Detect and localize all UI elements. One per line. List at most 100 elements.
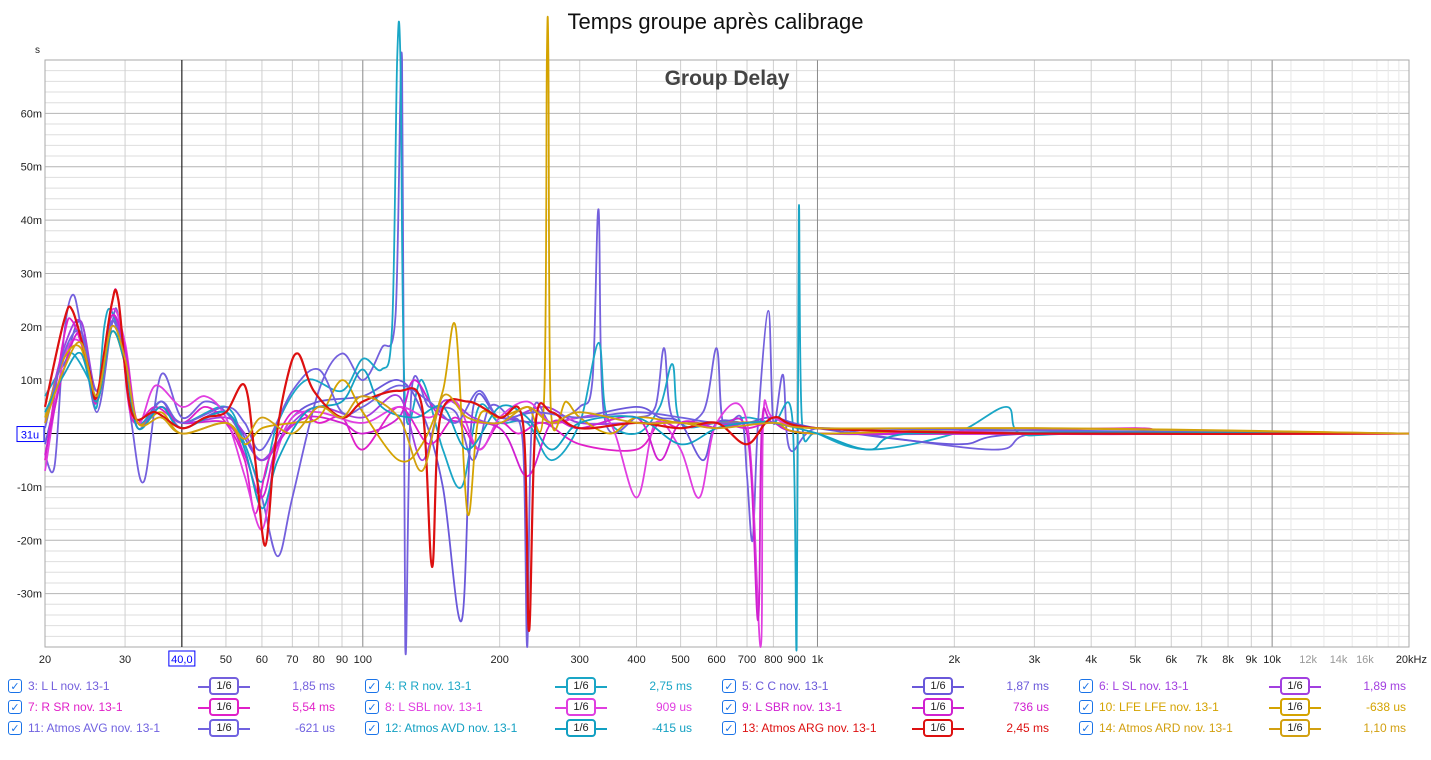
- legend-label: 12: Atmos AVD nov. 13-1: [385, 721, 518, 735]
- x-tick-label: 300: [571, 654, 589, 666]
- smoothing-label: 1/6: [923, 677, 953, 695]
- x-tick-label: 10k: [1263, 654, 1281, 666]
- legend-checkbox[interactable]: ✓: [1079, 721, 1093, 735]
- legend-label: 3: L L nov. 13-1: [28, 679, 110, 693]
- legend-label: 5: C C nov. 13-1: [742, 679, 829, 693]
- x-tick-label: 50: [220, 654, 232, 666]
- legend-checkbox[interactable]: ✓: [365, 679, 379, 693]
- smoothing-button[interactable]: 1/6: [1269, 698, 1321, 716]
- x-tick-label: 12k: [1299, 654, 1317, 666]
- x-tick-label: 1k: [812, 654, 824, 666]
- x-tick-label: 80: [313, 654, 325, 666]
- legend-checkbox[interactable]: ✓: [722, 679, 736, 693]
- legend-checkbox[interactable]: ✓: [365, 721, 379, 735]
- x-tick-label: 700: [738, 654, 756, 666]
- smoothing-button[interactable]: 1/6: [198, 698, 250, 716]
- series-line-1: [44, 51, 1409, 656]
- legend-item: ✓ 13: Atmos ARG nov. 13-1 1/6 2,45 ms: [722, 718, 1062, 738]
- cursor-y-label: 31u: [21, 430, 39, 442]
- x-tick-label: 6k: [1165, 654, 1177, 666]
- y-tick-label: -30m: [17, 589, 42, 601]
- smoothing-label: 1/6: [566, 719, 596, 737]
- legend-item: ✓ 9: L SBR nov. 13-1 1/6 736 us: [722, 697, 1062, 717]
- legend-value: 1,10 ms: [1363, 721, 1406, 735]
- cursor-y-badge: [16, 426, 45, 443]
- smoothing-button[interactable]: 1/6: [912, 677, 964, 695]
- y-tick-label: 10m: [21, 375, 42, 387]
- y-tick-label: 40m: [21, 215, 42, 227]
- x-tick-label: 2k: [949, 654, 961, 666]
- series-line-12: [44, 324, 1410, 472]
- legend-label: 11: Atmos AVG nov. 13-1: [28, 721, 161, 735]
- smoothing-label: 1/6: [209, 677, 239, 695]
- x-tick-label: 90: [336, 654, 348, 666]
- legend-item: ✓ 8: L SBL nov. 13-1 1/6 909 us: [365, 697, 705, 717]
- legend-item: ✓ 11: Atmos AVG nov. 13-1 1/6 -621 us: [8, 718, 348, 738]
- x-tick-label: 4k: [1085, 654, 1097, 666]
- legend-checkbox[interactable]: ✓: [722, 721, 736, 735]
- chart-title: Temps groupe après calibrage: [567, 9, 864, 34]
- legend-label: 9: L SBR nov. 13-1: [742, 700, 843, 714]
- legend-checkbox[interactable]: ✓: [1079, 679, 1093, 693]
- legend-value: 1,89 ms: [1363, 679, 1406, 693]
- y-tick-label: -10m: [17, 482, 42, 494]
- x-tick-label: 20: [39, 654, 51, 666]
- smoothing-label: 1/6: [566, 698, 596, 716]
- legend-item: ✓ 4: R R nov. 13-1 1/6 2,75 ms: [365, 676, 705, 696]
- legend-value: -621 us: [294, 721, 335, 735]
- legend-item: ✓ 12: Atmos AVD nov. 13-1 1/6 -415 us: [365, 718, 705, 738]
- legend-item: ✓ 14: Atmos ARD nov. 13-1 1/6 1,10 ms: [1079, 718, 1419, 738]
- legend-checkbox[interactable]: ✓: [722, 700, 736, 714]
- legend-checkbox[interactable]: ✓: [8, 679, 22, 693]
- legend-label: 6: L SL nov. 13-1: [1099, 679, 1189, 693]
- legend-checkbox[interactable]: ✓: [1079, 700, 1093, 714]
- x-tick-label: 3k: [1029, 654, 1041, 666]
- y-tick-label: -20m: [17, 535, 42, 547]
- legend-value: 2,75 ms: [649, 679, 692, 693]
- x-tick-label: 800: [764, 654, 782, 666]
- smoothing-button[interactable]: 1/6: [555, 698, 607, 716]
- smoothing-button[interactable]: 1/6: [912, 698, 964, 716]
- legend-value: 1,85 ms: [292, 679, 335, 693]
- legend-label: 7: R SR nov. 13-1: [28, 700, 123, 714]
- series-line-4: [44, 314, 1409, 462]
- x-tick-label: 60: [256, 654, 268, 666]
- smoothing-button[interactable]: 1/6: [912, 719, 964, 737]
- legend-label: 8: L SBL nov. 13-1: [385, 700, 483, 714]
- legend-checkbox[interactable]: ✓: [8, 700, 22, 714]
- smoothing-label: 1/6: [1280, 677, 1310, 695]
- smoothing-button[interactable]: 1/6: [555, 719, 607, 737]
- y-tick-label: 50m: [21, 162, 42, 174]
- smoothing-label: 1/6: [566, 677, 596, 695]
- smoothing-button[interactable]: 1/6: [1269, 677, 1321, 695]
- x-tick-label: 400: [627, 654, 645, 666]
- x-tick-label: 20kHz: [1396, 654, 1427, 666]
- legend-checkbox[interactable]: ✓: [8, 721, 22, 735]
- smoothing-button[interactable]: 1/6: [555, 677, 607, 695]
- smoothing-label: 1/6: [923, 698, 953, 716]
- x-tick-label: 600: [707, 654, 725, 666]
- x-tick-label: 7k: [1196, 654, 1208, 666]
- x-tick-label: 200: [490, 654, 508, 666]
- legend-value: -415 us: [651, 721, 692, 735]
- legend-label: 4: R R nov. 13-1: [385, 679, 472, 693]
- legend-label: 10: LFE LFE nov. 13-1: [1099, 700, 1219, 714]
- legend-value: 736 us: [1012, 700, 1049, 714]
- legend-item: ✓ 7: R SR nov. 13-1 1/6 5,54 ms: [8, 697, 348, 717]
- smoothing-button[interactable]: 1/6: [198, 719, 250, 737]
- x-tick-label: 9k: [1246, 654, 1258, 666]
- legend-item: ✓ 10: LFE LFE nov. 13-1 1/6 -638 us: [1079, 697, 1419, 717]
- plot-frame: [44, 59, 1410, 648]
- series-line-11: [43, 288, 1410, 633]
- legend-checkbox[interactable]: ✓: [365, 700, 379, 714]
- smoothing-label: 1/6: [1280, 719, 1310, 737]
- x-tick-label: 30: [119, 654, 131, 666]
- x-tick-label: 100: [354, 654, 372, 666]
- series-line-2: [44, 20, 1409, 652]
- legend-item: ✓ 3: L L nov. 13-1 1/6 1,85 ms: [8, 676, 348, 696]
- smoothing-button[interactable]: 1/6: [1269, 719, 1321, 737]
- group-delay-chart[interactable]: Group Delay s 60m 50m 40m 30m 20m 10m -10m -20m -3…: [0, 0, 1431, 676]
- smoothing-button[interactable]: 1/6: [198, 677, 250, 695]
- smoothing-label: 1/6: [209, 698, 239, 716]
- legend-value: 2,45 ms: [1006, 721, 1049, 735]
